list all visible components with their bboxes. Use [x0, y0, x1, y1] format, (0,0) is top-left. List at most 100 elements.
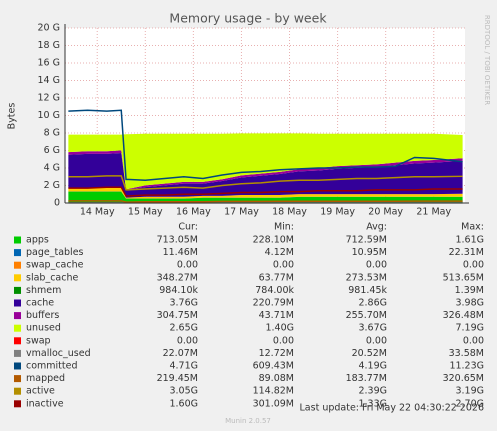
legend-swatch	[14, 261, 21, 269]
legend-stat: 713.05M	[157, 235, 198, 246]
y-tick-label: 14 G	[38, 75, 60, 86]
y-tick-label: 2 G	[44, 180, 60, 191]
legend-stat: 1.60G	[169, 398, 198, 409]
line	[68, 175, 463, 191]
legend-stat: 2.70G	[455, 398, 484, 409]
legend-swatch	[14, 249, 21, 257]
legend-stat: 4.12M	[265, 247, 294, 258]
legend-stat: 0.00	[273, 260, 294, 271]
legend-stat: 1.33G	[358, 398, 387, 409]
legend-swatch	[14, 299, 21, 307]
legend-swatch	[14, 312, 21, 320]
legend-swatch	[14, 387, 21, 395]
legend-stat: 43.71M	[259, 310, 294, 321]
x-tick-label: 20 May	[368, 207, 403, 218]
x-tick-label: 14 May	[80, 207, 115, 218]
legend-stat: 513.65M	[443, 272, 484, 283]
y-tick-label: 0	[54, 198, 60, 209]
legend-swatch	[14, 337, 21, 345]
legend-swatch	[14, 349, 21, 357]
legend-stat: 228.10M	[253, 235, 294, 246]
column-header: Max:	[461, 222, 484, 233]
last-update: Last update: Fri May 22 04:30:22 2026	[300, 403, 484, 414]
legend-label: shmem	[26, 285, 61, 296]
legend-stat: 609.43M	[253, 361, 294, 372]
legend-swatch	[14, 400, 21, 408]
legend-label: apps	[26, 235, 49, 246]
legend-stat: 22.07M	[163, 348, 198, 359]
line	[68, 186, 463, 197]
legend-label: slab_cache	[26, 272, 78, 283]
legend-stat: 3.67G	[358, 323, 387, 334]
y-tick-label: 6 G	[44, 145, 60, 156]
legend-stat: 7.19G	[455, 323, 484, 334]
legend-label: swap	[26, 335, 51, 346]
legend-stat: 20.52M	[352, 348, 387, 359]
legend-label: committed	[26, 361, 78, 372]
y-tick-label: 12 G	[38, 93, 60, 104]
column-header: Avg:	[366, 222, 387, 233]
legend-stat: 33.58M	[449, 348, 484, 359]
legend-label: cache	[26, 298, 54, 309]
legend-label: swap_cache	[26, 260, 84, 271]
legend-label: mapped	[26, 373, 65, 384]
legend-label: vmalloc_used	[26, 348, 91, 359]
column-header: Cur:	[178, 222, 198, 233]
legend-stat: 63.77M	[259, 272, 294, 283]
legend-label: inactive	[26, 398, 64, 409]
y-tick-label: 4 G	[44, 163, 60, 174]
legend-swatch	[14, 375, 21, 383]
legend-stat: 255.70M	[346, 310, 387, 321]
legend-stat: 273.53M	[346, 272, 387, 283]
legend-stat: 11.23G	[449, 361, 484, 372]
legend-label: page_tables	[26, 247, 84, 258]
legend-stat: 304.75M	[157, 310, 198, 321]
footer: Munin 2.0.57	[225, 417, 271, 425]
legend-stat: 984.10k	[159, 285, 198, 296]
legend-label: buffers	[26, 310, 59, 321]
x-tick-label: 16 May	[176, 207, 211, 218]
legend-stat: 4.19G	[358, 361, 387, 372]
legend-stat: 3.76G	[169, 298, 198, 309]
line	[68, 200, 463, 203]
x-tick-label: 17 May	[224, 207, 259, 218]
legend-stat: 11.46M	[163, 247, 198, 258]
legend-stat: 183.77M	[346, 373, 387, 384]
x-tick-label: 19 May	[320, 207, 355, 218]
line	[68, 109, 463, 182]
legend-stat: 712.59M	[346, 235, 387, 246]
legend-stat: 0.00	[177, 260, 198, 271]
legend-stat: 2.39G	[358, 386, 387, 397]
y-tick-label: 18 G	[38, 40, 60, 51]
legend-stat: 348.27M	[157, 272, 198, 283]
legend-label: active	[26, 386, 55, 397]
y-tick-label: 10 G	[38, 110, 60, 121]
legend-stat: 3.98G	[455, 298, 484, 309]
x-tick-label: 18 May	[272, 207, 307, 218]
y-tick-label: 16 G	[38, 58, 60, 69]
legend-stat: 220.79M	[253, 298, 294, 309]
legend-stat: 1.61G	[455, 235, 484, 246]
legend-stat: 10.95M	[352, 247, 387, 258]
area	[68, 152, 463, 198]
legend-stat: 3.19G	[455, 386, 484, 397]
legend-stat: 0.00	[463, 335, 484, 346]
legend-stat: 2.65G	[169, 323, 198, 334]
area	[68, 191, 463, 203]
x-tick-label: 15 May	[128, 207, 163, 218]
area	[68, 187, 463, 199]
legend-swatch	[14, 286, 21, 294]
legend-stat: 981.45k	[348, 285, 387, 296]
y-tick-label: 20 G	[38, 23, 60, 34]
legend-stat: 1.40G	[265, 323, 294, 334]
legend-stat: 1.39M	[455, 285, 484, 296]
legend-stat: 0.00	[366, 260, 387, 271]
legend-stat: 4.71G	[169, 361, 198, 372]
legend-stat: 0.00	[177, 335, 198, 346]
legend-swatch	[14, 274, 21, 282]
legend-stat: 89.08M	[259, 373, 294, 384]
area	[68, 191, 463, 199]
legend-stat: 0.00	[463, 260, 484, 271]
chart-title: Memory usage - by week	[169, 11, 327, 26]
legend-stat: 12.72M	[259, 348, 294, 359]
